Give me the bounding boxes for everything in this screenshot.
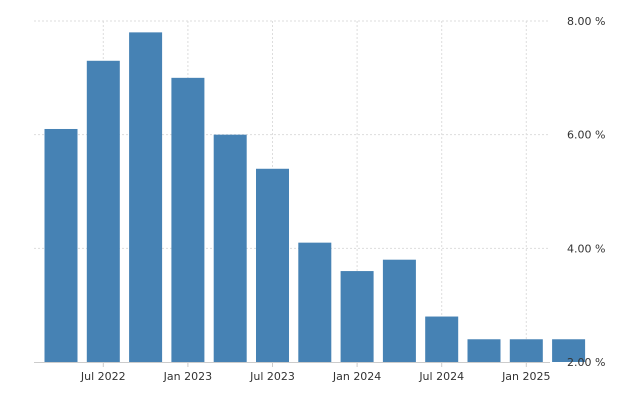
x-tick-label: Jul 2023 bbox=[249, 370, 295, 383]
y-tick-label: 8.00 % bbox=[567, 15, 605, 28]
x-tick-label: Jul 2022 bbox=[80, 370, 126, 383]
bar bbox=[509, 339, 543, 362]
x-tick-label: Jan 2025 bbox=[501, 370, 550, 383]
y-tick-label: 6.00 % bbox=[567, 129, 605, 142]
bar bbox=[129, 32, 163, 362]
x-tick-label: Jan 2024 bbox=[332, 370, 381, 383]
bars-layer bbox=[44, 32, 586, 363]
y-axis-ticks: 2.00 % 4.00 % 6.00 % 8.00 % bbox=[567, 15, 605, 369]
bar bbox=[256, 168, 289, 362]
bar bbox=[44, 128, 78, 362]
bar bbox=[86, 60, 120, 363]
y-tick-label: 4.00 % bbox=[567, 242, 605, 255]
y-tick-label: 2.00 % bbox=[567, 356, 605, 369]
bar bbox=[425, 316, 459, 362]
x-tick-label: Jul 2024 bbox=[418, 370, 464, 383]
bar bbox=[340, 271, 374, 362]
bar bbox=[382, 259, 416, 362]
axis-layer bbox=[34, 362, 550, 367]
bar bbox=[298, 242, 332, 362]
x-tick-label: Jan 2023 bbox=[163, 370, 212, 383]
bar bbox=[552, 339, 586, 362]
bar bbox=[171, 77, 205, 362]
x-axis-ticks: Jul 2022 Jan 2023 Jul 2023 Jan 2024 Jul 2024… bbox=[80, 370, 551, 383]
bar bbox=[467, 339, 501, 362]
bar bbox=[213, 134, 247, 362]
